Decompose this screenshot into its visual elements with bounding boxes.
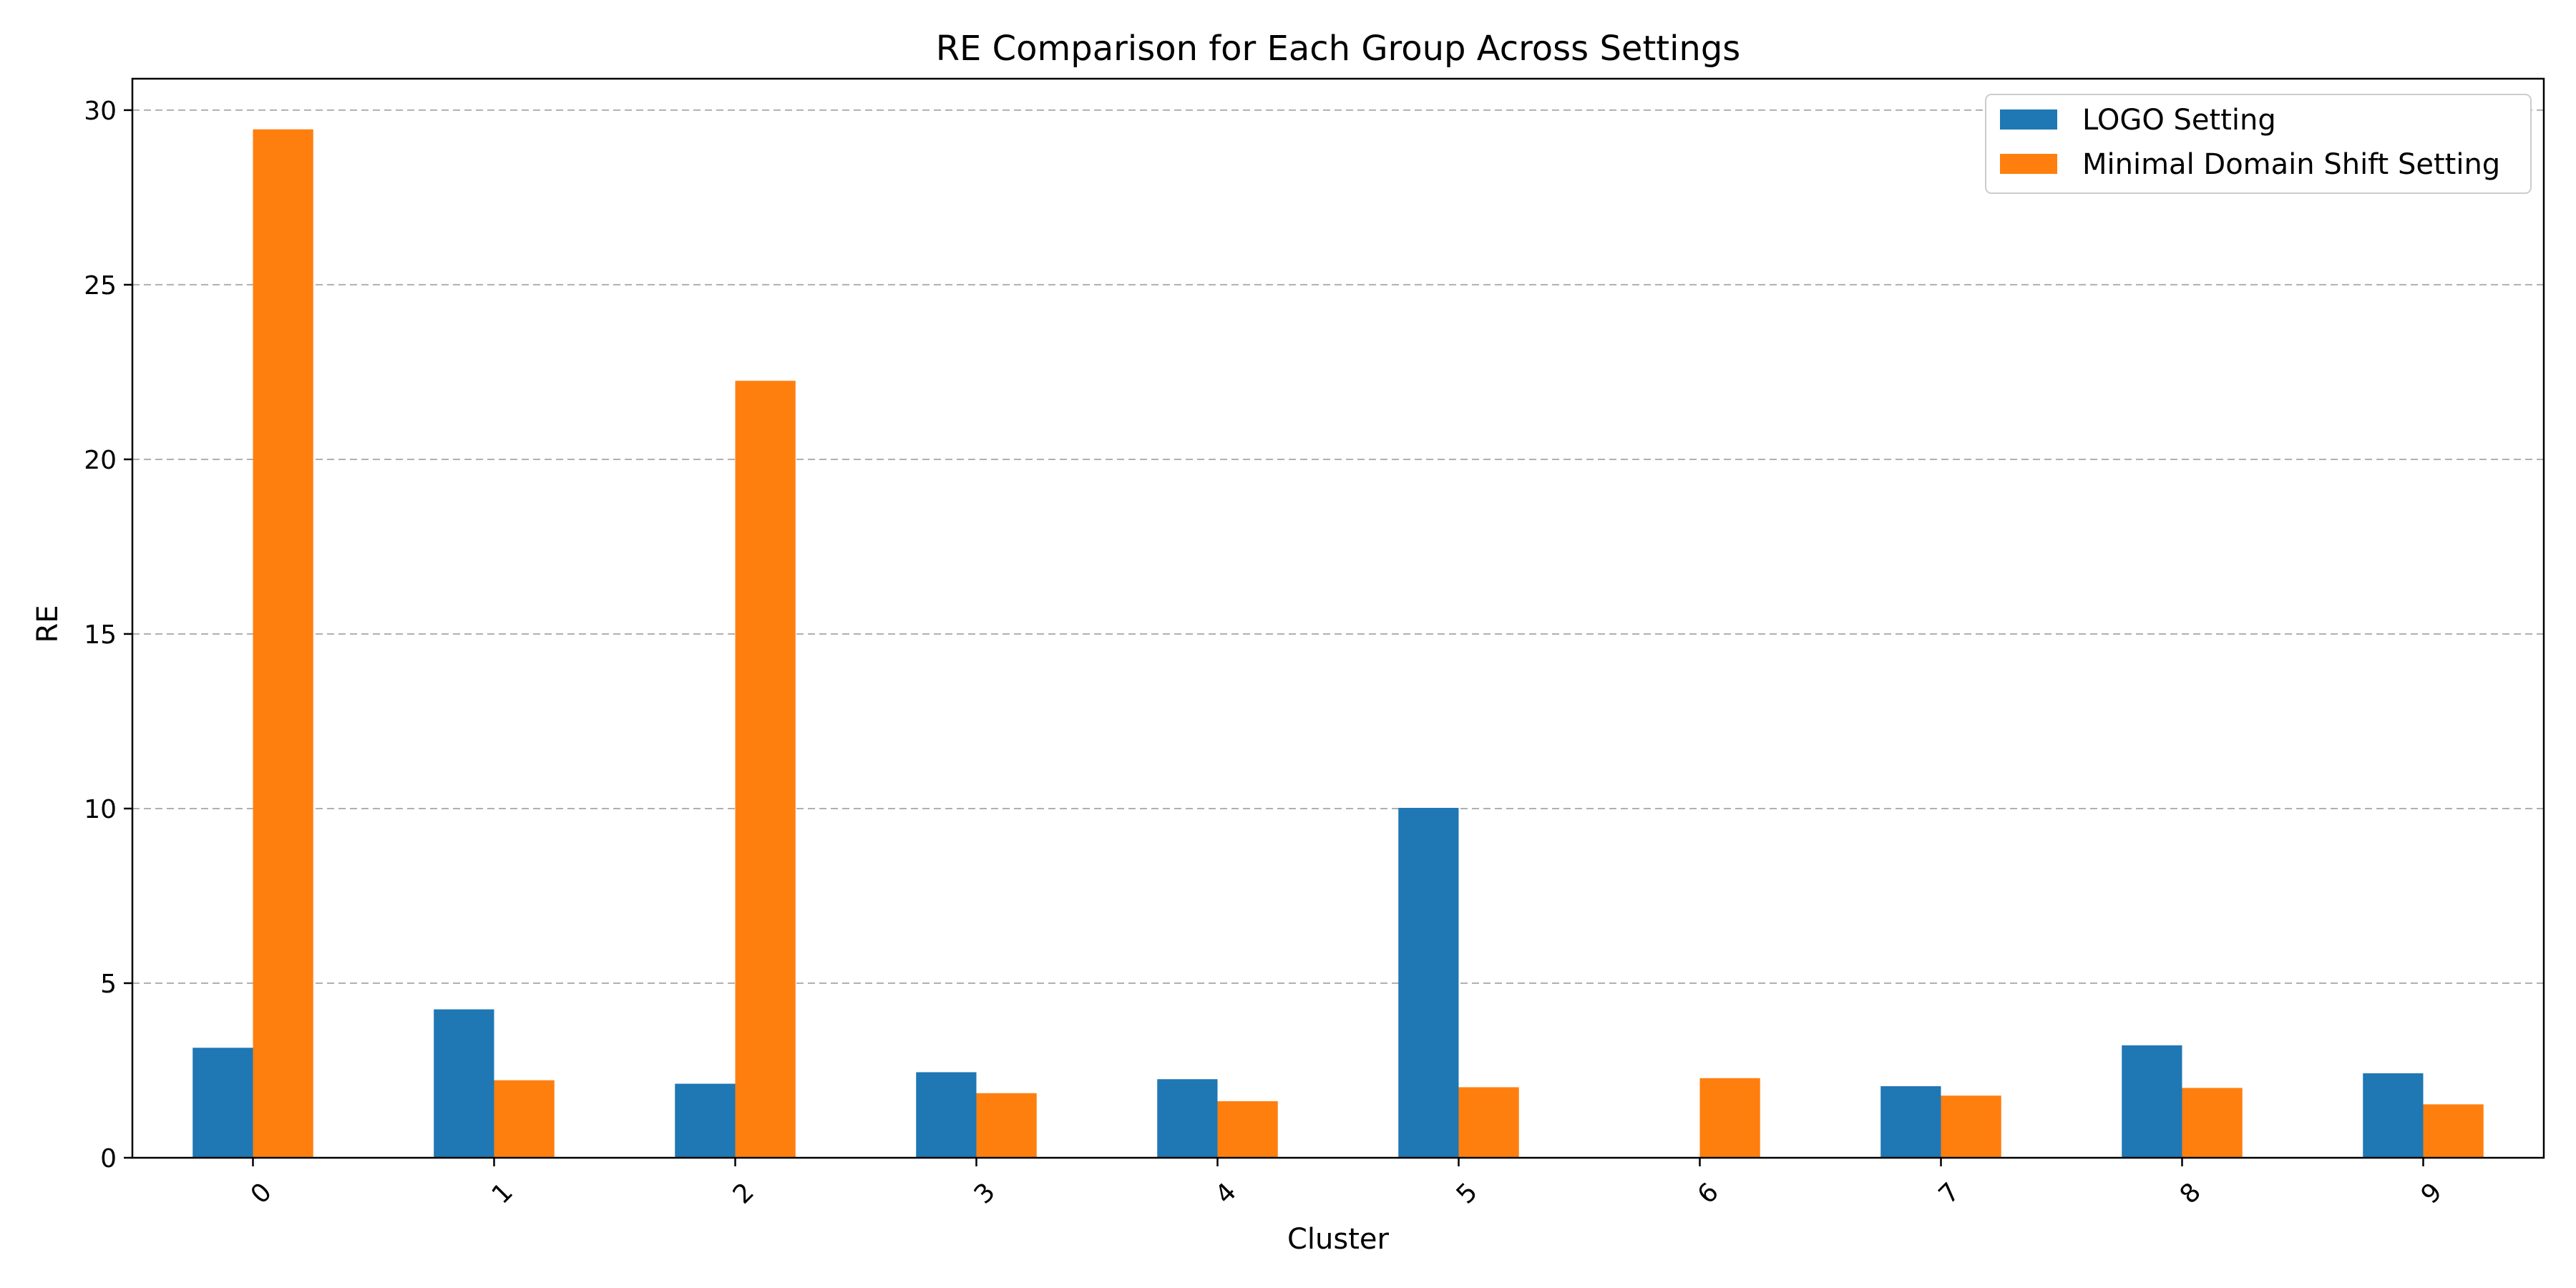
bar-series-0-cluster-4	[1157, 1079, 1218, 1158]
bars	[192, 129, 2484, 1158]
legend-label-logo: LOGO Setting	[2082, 104, 2276, 137]
chart-title: RE Comparison for Each Group Across Sett…	[936, 29, 1741, 69]
y-tick-label-30: 30	[84, 97, 117, 126]
bar-series-0-cluster-9	[2363, 1073, 2424, 1158]
bar-series-0-cluster-8	[2122, 1045, 2182, 1158]
y-axis-title: RE	[31, 605, 64, 643]
y-tick-label-20: 20	[84, 446, 117, 475]
bar-series-1-cluster-8	[2182, 1088, 2243, 1158]
plot-area-frame	[131, 77, 2545, 1159]
bar-series-1-cluster-1	[494, 1080, 555, 1158]
bar-series-1-cluster-6	[1699, 1078, 1760, 1158]
legend: LOGO Setting Minimal Domain Shift Settin…	[1985, 94, 2532, 194]
legend-label-minimal-domain-shift: Minimal Domain Shift Setting	[2082, 148, 2500, 181]
bar-series-1-cluster-3	[976, 1093, 1037, 1158]
y-tick-label-10: 10	[84, 795, 117, 824]
legend-swatch-minimal-domain-shift	[2000, 154, 2057, 174]
legend-swatch-logo	[2000, 109, 2057, 130]
y-tick-label-25: 25	[84, 271, 117, 301]
bar-series-0-cluster-5	[1398, 807, 1459, 1158]
bar-series-0-cluster-7	[1880, 1085, 1941, 1158]
x-axis-title: Cluster	[1287, 1223, 1390, 1256]
bar-series-1-cluster-9	[2423, 1104, 2484, 1158]
bar-series-0-cluster-3	[916, 1072, 977, 1158]
bar-series-0-cluster-0	[192, 1048, 253, 1158]
bar-series-1-cluster-5	[1458, 1087, 1519, 1158]
y-axis-ticks: 0 5 10 15 20 25 30	[84, 97, 132, 1174]
bar-series-1-cluster-0	[253, 129, 313, 1158]
bar-series-1-cluster-7	[1941, 1096, 2001, 1158]
bar-series-0-cluster-1	[434, 1009, 494, 1158]
bar-series-1-cluster-2	[735, 381, 796, 1158]
bar-series-0-cluster-2	[675, 1083, 736, 1158]
bar-series-1-cluster-4	[1217, 1101, 1278, 1158]
y-tick-label-5: 5	[100, 970, 117, 999]
legend-box	[1985, 94, 2532, 194]
y-tick-label-0: 0	[100, 1144, 117, 1174]
y-tick-label-15: 15	[84, 620, 117, 650]
